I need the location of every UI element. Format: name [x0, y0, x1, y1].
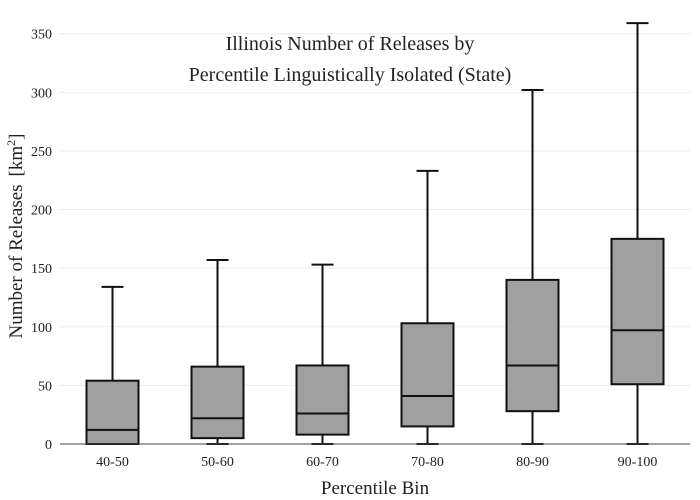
x-tick-label: 40-50 [96, 455, 129, 470]
y-tick-label: 100 [31, 321, 52, 336]
box-90-100 [610, 22, 665, 445]
y-axis-label-text: Number of Releases [6, 184, 27, 338]
y-tick-label: 50 [38, 379, 52, 394]
iqr-box [295, 364, 350, 436]
y-tick-label: 0 [45, 438, 52, 453]
iqr-box [610, 237, 665, 386]
box-60-70 [295, 263, 350, 445]
y-tick-label: 200 [31, 204, 52, 219]
y-axis-label: Number of Releases [km2] [4, 134, 27, 339]
iqr-box [400, 322, 455, 428]
chart-title-line-1: Illinois Number of Releases by [226, 33, 475, 55]
iqr-box [190, 365, 245, 440]
y-axis-unit: [km [6, 146, 27, 177]
box-70-80 [400, 169, 455, 445]
iqr-box [505, 278, 560, 413]
box-50-60 [190, 258, 245, 445]
box-layer [85, 22, 665, 446]
grid-layer [60, 33, 690, 386]
x-tick-label: 70-80 [411, 455, 444, 470]
box-40-50 [85, 285, 140, 446]
x-tick-label: 50-60 [201, 455, 234, 470]
y-tick-label: 350 [31, 28, 52, 43]
y-axis-unit-close: ] [6, 134, 27, 140]
box-80-90 [505, 88, 560, 445]
x-tick-label: 80-90 [516, 455, 549, 470]
y-tick-label: 300 [31, 86, 52, 101]
axis-layer: 0 50 100 150 200 250 300 350 40-50 50-60 60-70 70-8… [31, 28, 690, 470]
chart-title-line-2: Percentile Linguistically Isolated (Stat… [189, 64, 512, 86]
x-axis-label: Percentile Bin [321, 478, 430, 499]
y-tick-label: 150 [31, 262, 52, 277]
x-tick-label: 60-70 [306, 455, 339, 470]
y-axis-unit-superscript: 2 [4, 140, 18, 146]
y-tick-label: 250 [31, 145, 52, 160]
x-tick-label: 90-100 [618, 455, 658, 470]
iqr-box [85, 379, 140, 446]
